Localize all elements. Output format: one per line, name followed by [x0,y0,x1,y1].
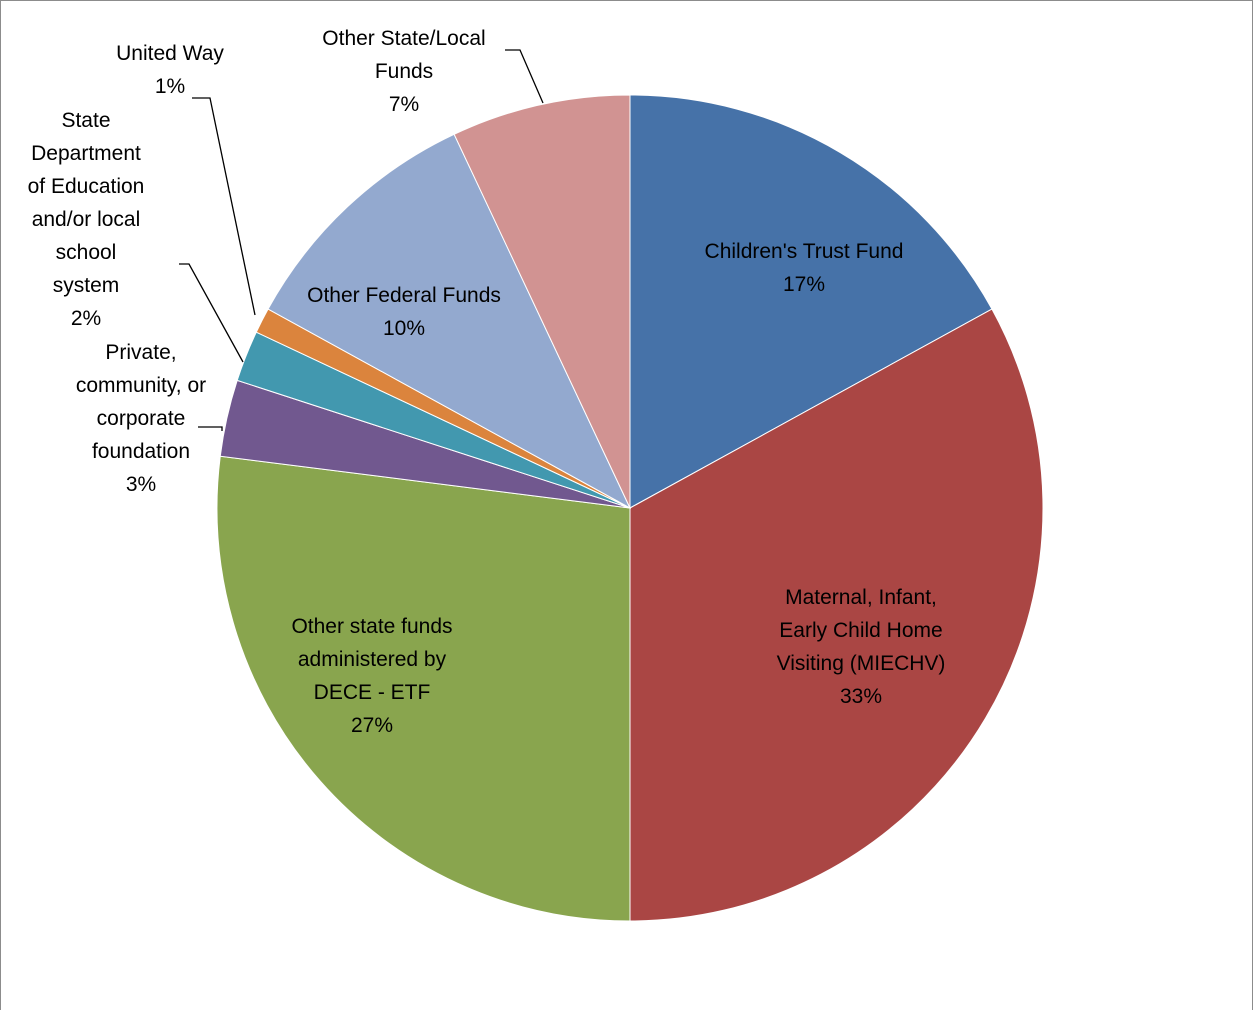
pie-slice [267,133,632,510]
slice-label-line: Funds [375,60,433,83]
slice-label-line: Early Child Home [779,619,942,642]
slice-label-line: Other Federal Funds [307,284,501,307]
slice-label: Other State/Local Funds 7% [322,27,485,116]
slice-label-line: DECE - ETF [314,681,431,704]
pie-slices [216,94,1044,922]
slice-label: Maternal, Infant, Early Child Home Visitin… [777,586,946,708]
slice-label-line: of Education [28,175,145,198]
slice-label-line: Other State/Local [322,27,485,50]
slice-label-line: community, or [76,374,206,397]
slice-label-line: State [61,109,110,132]
slice-percent: 10% [383,317,425,340]
leader-line [192,97,256,316]
slice-label-line: Department [31,142,141,165]
slice-label-line: and/or local [32,208,141,231]
slice-labels: Children's Trust Fund 17% Maternal, Infant… [28,27,946,737]
slice-label-line: Visiting (MIECHV) [777,652,946,675]
slice-percent: 1% [155,75,185,98]
pie-slice [629,308,1044,922]
slice-percent: 3% [126,473,156,496]
slice-label-line: Maternal, Infant, [785,586,937,609]
slice-label-line: corporate [97,407,186,430]
slice-label: State Department of Education and/or local s… [28,109,145,330]
pie-slice [216,455,631,922]
pie-slice [629,94,993,509]
slice-label: Other state funds administered by DECE - E… [291,615,452,737]
slice-percent: 27% [351,714,393,737]
leader-lines [179,49,544,431]
slice-percent: 33% [840,685,882,708]
slice-label-line: administered by [298,648,447,671]
slice-label-line: school [56,241,117,264]
slice-percent: 2% [71,307,101,330]
leader-line [198,426,223,431]
slice-label-line: foundation [92,440,190,463]
slice-label: Other Federal Funds 10% [307,284,501,340]
slice-label-line: Children's Trust Fund [705,240,904,263]
slice-label-line: United Way [116,42,224,65]
leader-line [179,263,244,363]
slice-percent: 17% [783,273,825,296]
slice-label-line: Private, [105,341,176,364]
slice-label: United Way 1% [116,42,224,98]
slice-percent: 7% [389,93,419,116]
slice-label-line: system [53,274,120,297]
pie-slice [453,94,631,509]
slice-label: Private, community, or corporate foundation… [76,341,206,496]
slice-label: Children's Trust Fund 17% [705,240,904,296]
leader-line [505,49,544,104]
slice-label-line: Other state funds [291,615,452,638]
